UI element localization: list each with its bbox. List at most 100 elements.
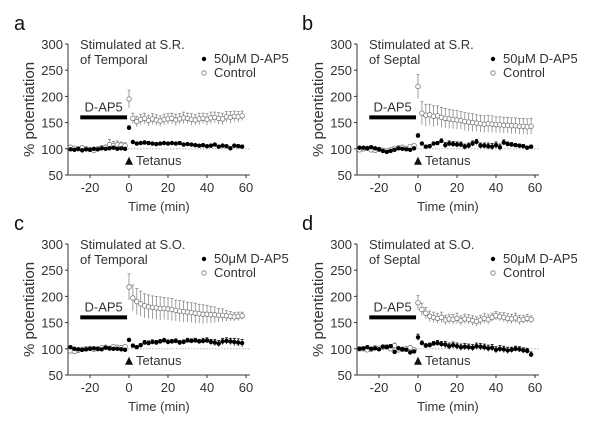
filled-circle-marker xyxy=(521,143,526,149)
x-tick-label: 40 xyxy=(200,180,214,195)
dap5-data-point xyxy=(103,345,108,350)
legend-marker-filled xyxy=(490,256,496,262)
x-tick-label: 20 xyxy=(161,180,175,195)
dap5-data-point xyxy=(181,142,186,147)
control-data-point xyxy=(419,101,425,125)
control-data-point xyxy=(137,113,144,125)
dap5-data-point xyxy=(197,143,202,148)
filled-circle-marker xyxy=(443,342,448,347)
filled-circle-marker xyxy=(208,339,214,345)
x-tick-label: -20 xyxy=(370,180,389,195)
filled-circle-marker xyxy=(513,142,518,148)
open-circle-marker xyxy=(239,113,245,119)
filled-circle-marker xyxy=(493,347,499,353)
dap5-data-point xyxy=(216,144,221,149)
y-tick-label: 150 xyxy=(41,116,63,131)
filled-circle-marker xyxy=(154,141,159,147)
filled-circle-marker xyxy=(423,144,428,149)
y-tick-label: 150 xyxy=(41,316,63,331)
filled-circle-marker xyxy=(443,142,448,148)
legend-label: Control xyxy=(503,65,545,80)
dap5-data-point xyxy=(158,141,163,146)
dap5-data-point xyxy=(165,141,171,146)
filled-circle-marker xyxy=(454,343,460,349)
filled-circle-marker xyxy=(216,341,221,346)
control-data-point xyxy=(145,114,152,126)
filled-circle-marker xyxy=(376,347,382,352)
x-tick-label: 60 xyxy=(239,380,253,395)
filled-circle-marker xyxy=(423,343,428,348)
legend-label: 50μM D-AP5 xyxy=(214,51,289,66)
dap5-data-point xyxy=(372,146,378,151)
control-data-point xyxy=(239,110,245,121)
dap5-data-point xyxy=(130,139,136,145)
dap5-data-point xyxy=(505,141,510,147)
filled-circle-marker xyxy=(400,146,405,151)
y-tick-label: 50 xyxy=(338,168,352,183)
control-data-point xyxy=(423,307,429,319)
dap5-data-point xyxy=(376,347,382,352)
filled-circle-marker xyxy=(165,141,171,146)
dap5-data-point xyxy=(239,338,245,347)
control-data-point xyxy=(192,114,198,126)
panel-title: Stimulated at S.O. xyxy=(369,237,475,252)
dap5-data-point xyxy=(91,146,97,151)
dap5-data-point xyxy=(404,347,409,353)
control-data-point xyxy=(192,302,198,324)
control-data-point xyxy=(239,311,245,320)
control-data-point xyxy=(169,112,175,124)
filled-circle-marker xyxy=(146,340,151,346)
dap5-data-point xyxy=(486,142,491,150)
dap5-data-point xyxy=(408,350,413,355)
filled-circle-marker xyxy=(388,343,393,349)
dap5-data-point xyxy=(458,141,464,148)
x-axis-label: Time (min) xyxy=(417,399,479,414)
control-data-point xyxy=(235,111,241,123)
dap5-data-point xyxy=(521,347,526,353)
dap5-data-point xyxy=(384,149,389,155)
dap5-data-point xyxy=(239,144,245,149)
filled-circle-marker xyxy=(411,146,417,151)
dap5-data-point xyxy=(493,346,499,353)
filled-circle-marker xyxy=(528,352,534,357)
filled-circle-marker xyxy=(513,346,518,351)
filled-circle-marker xyxy=(158,141,163,146)
control-data-point xyxy=(493,116,499,133)
control-data-point xyxy=(208,111,214,124)
dap5-data-point xyxy=(83,347,89,352)
filled-circle-marker xyxy=(115,346,120,351)
x-tick-label: 20 xyxy=(161,380,175,395)
control-data-point xyxy=(508,117,515,134)
filled-circle-marker xyxy=(509,347,514,353)
panel-title: Stimulated at S.O. xyxy=(80,237,186,252)
dap5-data-point xyxy=(505,346,510,354)
filled-circle-marker xyxy=(392,349,397,355)
dap5-data-point xyxy=(150,339,155,345)
dap5-data-point xyxy=(392,147,397,153)
filled-circle-marker xyxy=(447,141,452,146)
filled-circle-marker xyxy=(138,342,143,348)
dap5-data-point xyxy=(134,141,139,146)
dap5-data-point xyxy=(427,143,432,149)
control-data-point xyxy=(165,113,171,125)
dap5-data-point xyxy=(493,141,499,149)
filled-circle-marker xyxy=(142,140,147,145)
filled-circle-marker xyxy=(408,350,413,355)
filled-circle-marker xyxy=(427,342,432,348)
dap5-data-point xyxy=(193,337,198,343)
dap5-data-point xyxy=(208,338,214,345)
dap5-data-point xyxy=(154,141,159,147)
filled-circle-marker xyxy=(482,345,487,350)
dap5-data-point xyxy=(212,338,217,346)
dap5-data-point xyxy=(470,344,475,351)
dap5-data-point xyxy=(130,343,136,348)
dap5-data-point xyxy=(447,342,452,350)
dap5-data-point xyxy=(517,143,522,148)
control-data-point xyxy=(157,115,163,127)
control-data-point xyxy=(134,115,140,127)
filled-circle-marker xyxy=(450,141,456,147)
filled-circle-marker xyxy=(517,143,522,148)
dap5-data-point xyxy=(482,343,487,351)
filled-circle-marker xyxy=(435,140,440,146)
filled-circle-marker xyxy=(392,147,397,153)
